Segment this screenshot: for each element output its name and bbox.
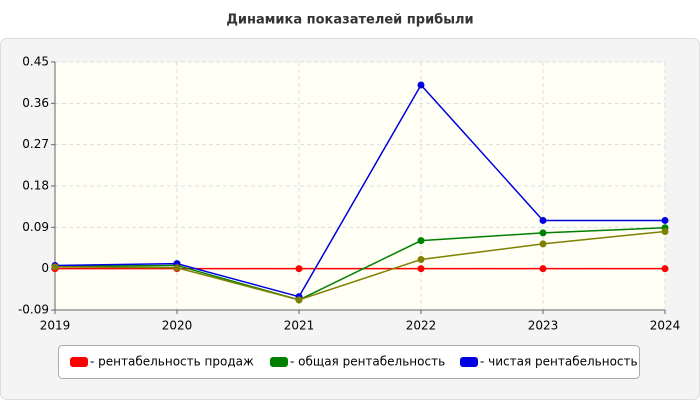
x-tick-label: 2022	[406, 319, 437, 333]
data-point	[539, 240, 547, 248]
legend	[58, 345, 640, 379]
legend-swatch	[460, 357, 478, 367]
y-tick-label: 0.36	[22, 96, 49, 110]
y-tick-label: 0.27	[22, 137, 49, 151]
series-line	[54, 230, 666, 301]
y-tick-label: 0.09	[22, 220, 49, 234]
series-line	[54, 227, 666, 301]
legend-label: - общая рентабельность	[290, 355, 445, 369]
data-point	[417, 265, 425, 273]
data-point	[661, 265, 669, 273]
data-point	[661, 227, 669, 235]
data-point	[51, 263, 59, 271]
legend-swatch	[70, 357, 88, 367]
data-point	[539, 229, 547, 237]
data-point	[661, 216, 669, 224]
y-tick-label: 0.18	[22, 179, 49, 193]
x-tick-label: 2024	[650, 319, 681, 333]
x-tick-label: 2023	[528, 319, 559, 333]
x-tick-label: 2021	[284, 319, 315, 333]
y-tick-label: 0	[41, 261, 49, 275]
x-tick-label: 2019	[40, 319, 71, 333]
legend-label: - рентабельность продаж	[90, 355, 254, 369]
data-point	[295, 296, 303, 304]
y-tick-label: 0.45	[22, 55, 49, 69]
data-point	[295, 265, 303, 273]
data-point	[173, 264, 181, 272]
x-tick-label: 2020	[162, 319, 193, 333]
data-point	[417, 81, 425, 89]
data-point	[539, 265, 547, 273]
y-tick-label: -0.09	[18, 303, 49, 317]
data-point	[539, 216, 547, 224]
chart-title: Динамика показателей прибыли	[226, 13, 473, 28]
data-point	[417, 237, 425, 245]
legend-swatch	[270, 357, 288, 367]
data-point	[417, 255, 425, 263]
series-line	[54, 83, 665, 298]
legend-label: - чистая рентабельность	[480, 355, 638, 369]
